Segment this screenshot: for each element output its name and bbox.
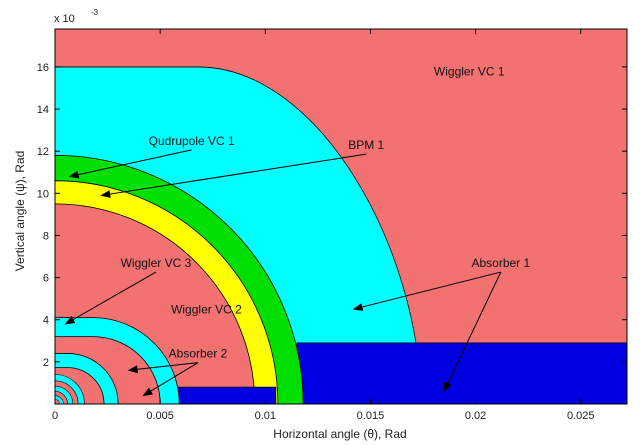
x-tick-label: 0.025 bbox=[567, 410, 595, 422]
annotation-arrow bbox=[127, 362, 199, 374]
annotation-arrow bbox=[100, 153, 367, 198]
ticks-layer: 0 0.005 0.01 0.015 0.02 0.025 2 4 6 8 10 12 14 16 bbox=[37, 29, 627, 422]
annotation-label: Wiggler VC 2 bbox=[171, 302, 242, 316]
annotation-label: Qudrupole VC 1 bbox=[149, 134, 235, 148]
absorber1-region bbox=[296, 342, 628, 405]
y-tick-label: 12 bbox=[37, 146, 49, 158]
y-multiplier-exponent: -3 bbox=[91, 8, 99, 17]
annotation-label: Absorber 2 bbox=[169, 347, 228, 361]
y-tick-label: 14 bbox=[37, 104, 49, 116]
y-tick-label: 6 bbox=[43, 273, 49, 285]
y-tick-label: 2 bbox=[43, 357, 49, 369]
annotation-label: Wiggler VC 1 bbox=[434, 64, 505, 78]
annotations-layer: Wiggler VC 1 Qudrupole VC 1 BPM 1 Absorber … bbox=[64, 64, 530, 397]
annotation-label: BPM 1 bbox=[348, 138, 384, 152]
x-tick-label: 0 bbox=[52, 410, 58, 422]
x-tick-label: 0.01 bbox=[255, 410, 276, 422]
y-axis-label: Vertical angle (ψ), Rad bbox=[13, 151, 27, 272]
annotation-label: Absorber 1 bbox=[471, 256, 530, 270]
x-axis-label: Horizontal angle (θ), Rad bbox=[273, 427, 406, 441]
annotation-arrow bbox=[64, 271, 157, 325]
annotation-arrow bbox=[142, 362, 199, 397]
y-multiplier: x 10 bbox=[54, 13, 75, 25]
annotation-arrow bbox=[443, 271, 502, 393]
x-tick-label: 0.005 bbox=[146, 410, 174, 422]
annotation-arrow bbox=[352, 271, 501, 311]
x-tick-label: 0.015 bbox=[357, 410, 385, 422]
annotation-arrow bbox=[68, 149, 192, 179]
annotation-label: Wiggler VC 3 bbox=[121, 256, 192, 270]
y-tick-label: 8 bbox=[43, 230, 49, 242]
y-tick-label: 4 bbox=[43, 315, 49, 327]
plot-frame bbox=[54, 28, 628, 405]
y-tick-label: 10 bbox=[37, 188, 49, 200]
y-tick-label: 16 bbox=[37, 62, 49, 74]
regions-layer bbox=[54, 29, 628, 405]
x-tick-label: 0.02 bbox=[465, 410, 486, 422]
